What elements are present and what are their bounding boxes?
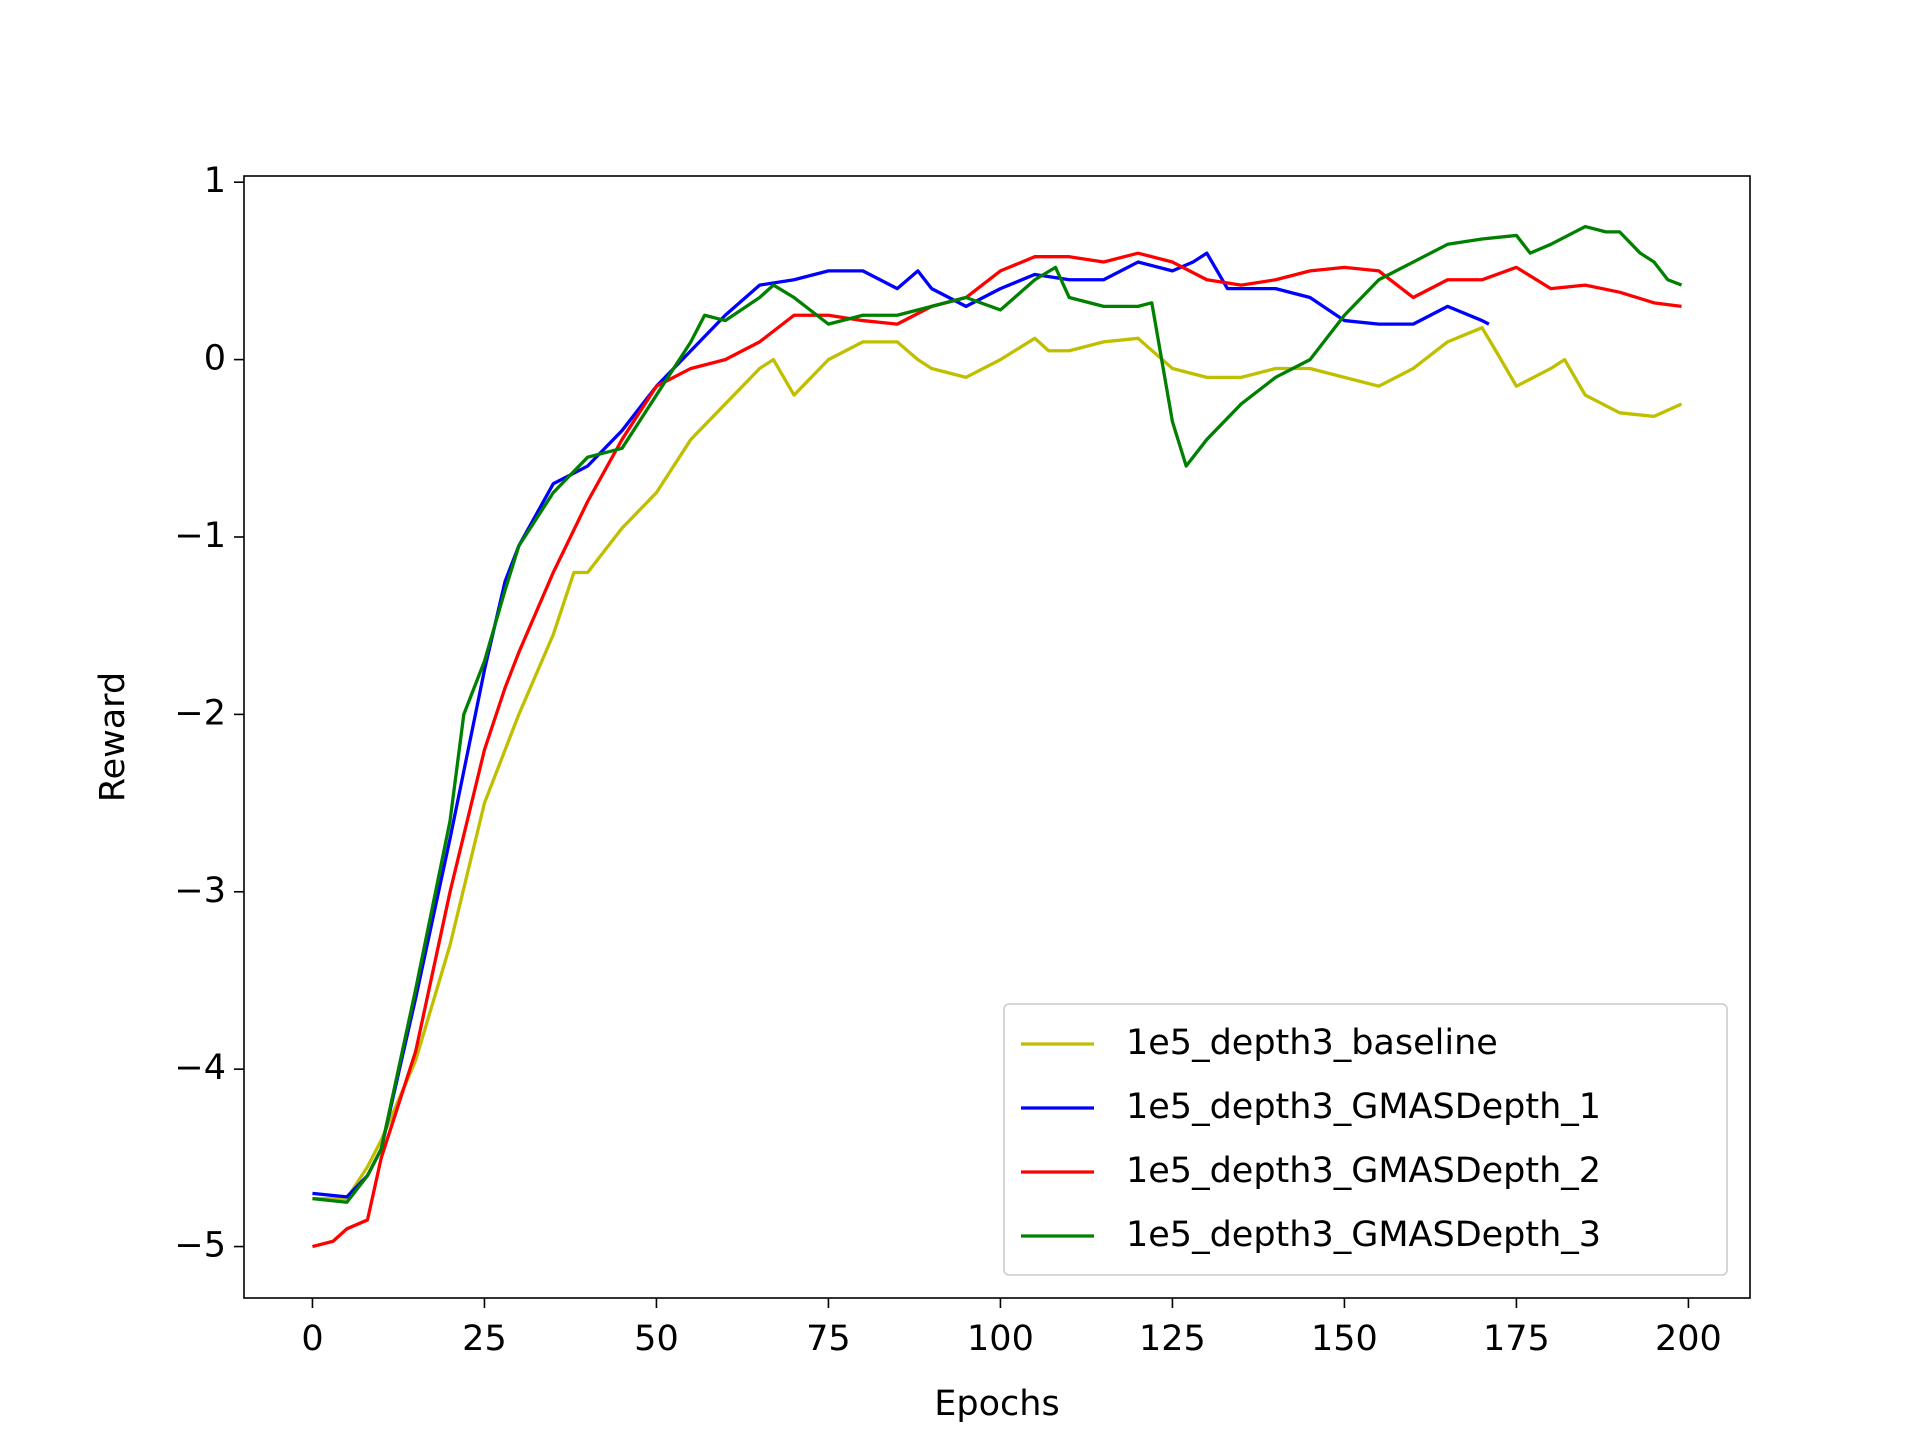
x-tick-label: 100: [967, 1319, 1034, 1359]
legend-label: 1e5_depth3_GMASDepth_3: [1126, 1215, 1601, 1255]
y-tick-label: −2: [174, 693, 226, 733]
legend-box: [1003, 1003, 1728, 1276]
legend-label: 1e5_depth3_GMASDepth_1: [1126, 1087, 1601, 1127]
plot-frame: [243, 175, 1751, 1299]
y-axis-label: Reward: [93, 672, 133, 802]
data-line: [312, 224, 1683, 1204]
y-tick-label: 1: [204, 161, 226, 201]
x-tick-label: 25: [462, 1319, 507, 1359]
x-tick-label: 0: [301, 1319, 323, 1359]
legend-label: 1e5_depth3_baseline: [1126, 1023, 1498, 1063]
x-tick-label: 50: [634, 1319, 679, 1359]
x-tick-label: 175: [1483, 1319, 1550, 1359]
y-tick-label: −1: [174, 516, 226, 556]
y-tick-label: −5: [174, 1226, 226, 1266]
x-axis-label: Epochs: [934, 1384, 1059, 1424]
y-tick-label: 0: [204, 339, 226, 379]
data-line: [312, 326, 1683, 1201]
x-tick-label: 150: [1311, 1319, 1378, 1359]
x-tick-label: 125: [1139, 1319, 1206, 1359]
y-tick-label: −4: [174, 1048, 226, 1088]
x-tick-label: 75: [806, 1319, 851, 1359]
y-tick-label: −3: [174, 871, 226, 911]
x-tick-label: 200: [1655, 1319, 1722, 1359]
legend-label: 1e5_depth3_GMASDepth_2: [1126, 1151, 1601, 1191]
legend: 1e5_depth3_baseline 1e5_depth3_GMASDepth_…: [1003, 1003, 1728, 1276]
